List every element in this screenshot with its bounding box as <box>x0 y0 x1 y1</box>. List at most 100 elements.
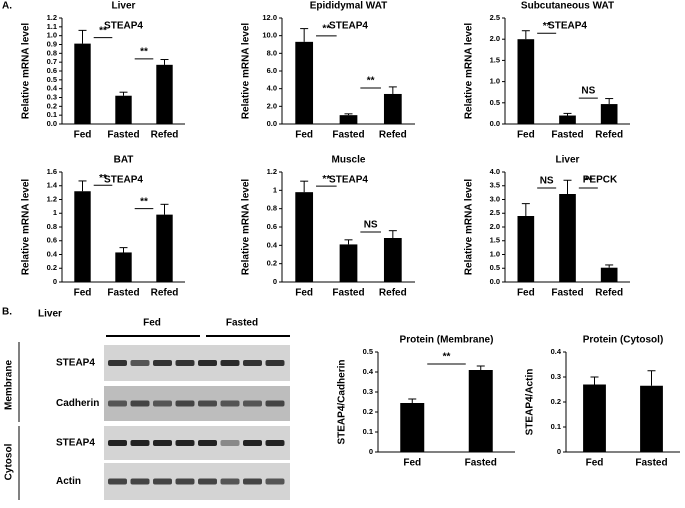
chart-title: Epididymal WAT <box>310 1 388 12</box>
blot-band <box>198 440 217 446</box>
blot-band <box>220 400 240 407</box>
y-tick-label: 0 <box>557 447 561 456</box>
y-tick-label: 2.0 <box>490 34 500 43</box>
y-tick-label: 0.4 <box>267 240 278 249</box>
significance-label: NS <box>540 176 554 187</box>
blot-band <box>108 400 127 407</box>
significance-label: ** <box>322 23 330 34</box>
compartment: Cytosol <box>4 443 15 480</box>
bar <box>156 64 173 124</box>
y-tick-label: 0.5 <box>490 263 500 272</box>
blot-band <box>243 478 262 485</box>
panel-label: A. <box>2 1 12 12</box>
blot-row-label: STEAP4 <box>56 358 95 369</box>
bar <box>383 93 402 124</box>
bar <box>517 216 535 282</box>
blot-band <box>198 400 217 407</box>
y-axis-label: Relative mRNA level <box>241 179 252 276</box>
y-axis-label: STEAP4/Actin <box>525 369 536 436</box>
y-tick-label: 1.5 <box>490 55 500 64</box>
y-tick-label: 0.0 <box>490 277 500 286</box>
y-tick-label: 0.5 <box>47 75 57 84</box>
significance-label: ** <box>367 76 375 87</box>
y-tick-label: 0.5 <box>490 98 500 107</box>
y-axis-label: Relative mRNA level <box>21 23 32 120</box>
x-tick-label: Fed <box>403 458 421 469</box>
y-axis-label: Relative mRNA level <box>464 179 475 276</box>
y-tick-label: 0.7 <box>47 57 57 66</box>
y-tick-label: 1.2 <box>267 167 277 176</box>
y-tick-label: 1.2 <box>47 13 57 22</box>
bar <box>600 104 618 124</box>
x-tick-label: Fed <box>295 130 313 141</box>
y-tick-label: 0.2 <box>47 101 57 110</box>
x-tick-label: Refed <box>379 288 407 299</box>
y-tick-label: 0 <box>273 277 277 286</box>
y-tick-label: 0.6 <box>47 236 57 245</box>
blot-band <box>130 478 150 485</box>
y-tick-label: 0.4 <box>551 347 562 356</box>
x-tick-label: Fasted <box>551 288 583 299</box>
y-tick-label: 0.1 <box>47 110 57 119</box>
x-tick-label: Fed <box>74 288 92 299</box>
blot-band <box>243 440 262 446</box>
western-blot: Liver Fed Fasted Membrane Cytosol <box>4 309 290 500</box>
x-tick-label: Fasted <box>332 130 364 141</box>
bar <box>295 192 314 282</box>
y-tick-label: 0.3 <box>551 372 561 381</box>
x-tick-label: Fed <box>295 288 313 299</box>
inner-label: STEAP4 <box>548 21 587 32</box>
y-tick-label: 0.8 <box>47 48 57 57</box>
blot-band <box>153 478 172 485</box>
blot-band <box>175 360 195 366</box>
x-tick-label: Fasted <box>551 130 583 141</box>
x-tick-label: Fed <box>74 130 92 141</box>
blot-tissue: Liver <box>38 309 62 320</box>
y-tick-label: 0.6 <box>47 66 57 75</box>
y-tick-label: 1.0 <box>47 31 57 40</box>
y-tick-label: 0.1 <box>363 427 373 436</box>
blot-band <box>153 440 172 446</box>
y-tick-label: 0 <box>369 447 373 456</box>
bar <box>74 191 91 282</box>
compartment: Membrane <box>4 360 15 410</box>
inner-label: STEAP4 <box>329 21 368 32</box>
chart-title: Protein (Membrane) <box>400 335 494 346</box>
inner-label: STEAP4 <box>104 21 143 32</box>
bar <box>600 267 618 282</box>
y-tick-label: 0.3 <box>47 92 57 101</box>
x-tick-label: Refed <box>151 130 179 141</box>
y-tick-label: 1 <box>53 208 57 217</box>
y-tick-label: 1.6 <box>47 167 57 176</box>
blot-row-label: Actin <box>56 476 81 487</box>
x-tick-label: Refed <box>151 288 179 299</box>
blot-band <box>243 400 262 407</box>
bar <box>115 95 132 124</box>
blot-band <box>153 400 172 407</box>
y-axis-label: Relative mRNA level <box>464 23 475 120</box>
y-tick-label: 1.1 <box>47 22 57 31</box>
y-tick-label: 2.5 <box>490 208 500 217</box>
y-tick-label: 4.0 <box>490 167 500 176</box>
significance-label: ** <box>140 196 148 207</box>
y-tick-label: 0.3 <box>363 387 373 396</box>
x-tick-label: Refed <box>595 130 623 141</box>
chart-title: Liver <box>112 1 136 12</box>
chart-title: BAT <box>114 155 134 166</box>
y-tick-label: 0.2 <box>551 397 561 406</box>
bar <box>517 39 535 125</box>
bar <box>559 194 576 282</box>
y-tick-label: 6.0 <box>267 66 277 75</box>
blot-band <box>220 360 240 366</box>
chart-title: Liver <box>556 155 580 166</box>
y-tick-label: 8.0 <box>267 48 277 57</box>
significance-label: ** <box>140 46 148 57</box>
y-tick-label: 3.0 <box>490 194 500 203</box>
inner-label: PEPCK <box>583 175 618 186</box>
y-tick-label: 0.4 <box>363 367 374 376</box>
y-tick-label: 0.9 <box>47 39 57 48</box>
blot-band <box>108 478 127 485</box>
blot-band <box>108 440 127 446</box>
